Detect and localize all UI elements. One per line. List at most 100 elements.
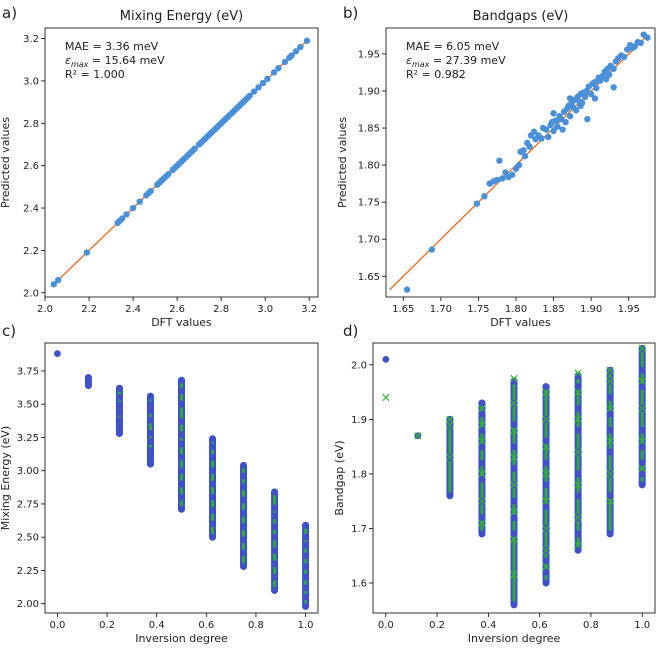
prediction-cross xyxy=(542,470,550,478)
data-point xyxy=(288,52,295,59)
y-tick-label: 2.4 xyxy=(23,204,39,215)
data-point xyxy=(302,521,309,529)
data-point xyxy=(281,58,289,66)
data-point xyxy=(302,533,309,541)
data-point xyxy=(557,115,565,123)
data-point xyxy=(178,431,185,439)
data-point xyxy=(566,95,574,102)
data-point xyxy=(178,418,185,425)
prediction-cross xyxy=(574,481,582,489)
data-point xyxy=(638,470,646,478)
prediction-cross xyxy=(414,432,422,440)
data-point xyxy=(542,481,550,489)
data-point xyxy=(271,523,278,530)
x-tick-label: 0.8 xyxy=(248,620,264,631)
data-point xyxy=(530,128,538,135)
stat-emax: εmax = 15.64 meV xyxy=(65,54,165,69)
x-tick-label: 1.80 xyxy=(505,304,527,315)
data-point xyxy=(271,573,278,581)
data-point xyxy=(542,503,550,511)
data-point xyxy=(606,410,614,418)
data-point xyxy=(178,376,185,384)
data-point xyxy=(382,355,390,363)
y-tick-label: 3.2 xyxy=(23,34,39,45)
data-point xyxy=(428,246,436,253)
chart-panel-b: b) Bandgaps (eV) 1.65 1.70 1.75 1.80 1.85 1.90 1… xyxy=(336,4,656,329)
x-tick-label: 2.4 xyxy=(125,304,141,315)
data-point xyxy=(209,520,216,528)
data-point xyxy=(123,211,130,218)
data-point xyxy=(147,187,154,195)
data-point xyxy=(574,470,582,478)
data-point xyxy=(178,440,185,448)
data-point xyxy=(270,69,278,76)
prediction-cross xyxy=(478,421,486,429)
data-point xyxy=(403,286,411,293)
data-point xyxy=(510,443,518,451)
prediction-cross xyxy=(478,470,486,478)
data-point xyxy=(478,399,486,407)
data-point xyxy=(606,394,614,401)
data-point xyxy=(510,497,518,505)
data-point xyxy=(620,53,628,61)
y-tick-label: 1.95 xyxy=(358,49,380,60)
data-point xyxy=(297,43,304,51)
prediction-cross xyxy=(478,519,486,527)
data-point xyxy=(178,493,185,501)
prediction-cross xyxy=(478,497,486,505)
data-point xyxy=(147,416,154,424)
prediction-cross xyxy=(510,453,518,462)
prediction-cross xyxy=(446,415,454,423)
prediction-cross xyxy=(638,344,646,353)
y-tick-label: 3.0 xyxy=(23,76,39,87)
data-point xyxy=(591,78,599,86)
data-point xyxy=(271,504,278,512)
y-tick-label: 2.50 xyxy=(17,533,39,544)
prediction-cross xyxy=(574,415,582,423)
data-point xyxy=(509,171,516,178)
data-point xyxy=(116,394,123,401)
prediction-cross xyxy=(510,535,518,543)
stat-mae: MAE = 6.05 meV xyxy=(406,40,500,53)
prediction-cross xyxy=(478,437,486,445)
data-point xyxy=(550,127,557,135)
prediction-cross xyxy=(542,415,550,423)
prediction-cross xyxy=(446,421,454,429)
data-point xyxy=(478,475,486,483)
panel-label: b) xyxy=(343,4,358,22)
plot-frame xyxy=(44,27,319,298)
data-point xyxy=(178,480,185,488)
prediction-cross xyxy=(574,369,582,377)
data-point xyxy=(178,453,185,461)
prediction-cross xyxy=(478,404,486,413)
x-tick-label: 3.0 xyxy=(257,304,273,315)
data-point xyxy=(510,514,518,521)
data-point xyxy=(302,593,309,601)
y-tick-label: 3.25 xyxy=(17,433,39,444)
data-point xyxy=(209,507,216,514)
data-point xyxy=(116,402,123,409)
y-axis-label: Bandgap (eV) xyxy=(333,440,346,515)
chart-title: Mixing Energy (eV) xyxy=(120,9,243,24)
y-tick-label: 3.75 xyxy=(17,366,39,377)
data-point xyxy=(542,383,550,391)
prediction-cross xyxy=(510,374,518,383)
data-point xyxy=(606,530,614,538)
data-point xyxy=(550,110,557,117)
prediction-cross xyxy=(510,426,518,434)
data-point xyxy=(577,102,584,110)
data-point xyxy=(302,541,309,549)
data-point xyxy=(209,533,216,541)
data-point xyxy=(255,84,262,91)
plot-frame xyxy=(372,342,656,614)
data-point xyxy=(605,71,613,78)
data-point xyxy=(581,93,589,101)
y-tick-label: 1.9 xyxy=(351,415,367,426)
data-point xyxy=(147,392,154,400)
data-point xyxy=(271,547,278,554)
data-point xyxy=(240,563,247,570)
prediction-cross xyxy=(510,571,518,579)
data-point xyxy=(510,421,518,429)
x-axis-label: Inversion degree xyxy=(135,632,228,645)
data-point xyxy=(178,467,185,475)
